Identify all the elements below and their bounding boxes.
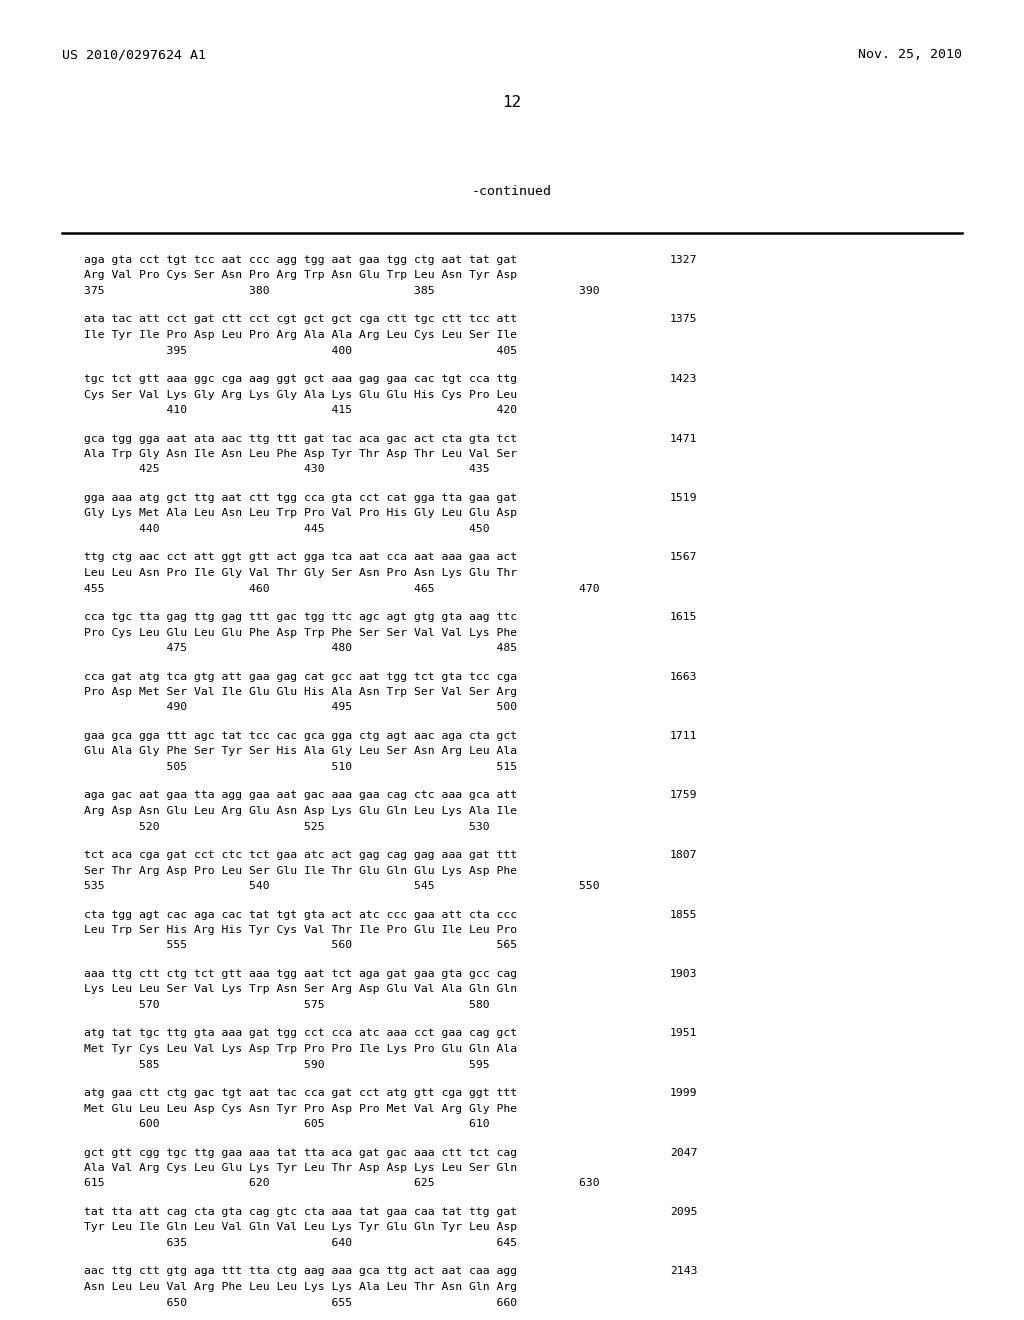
Text: Ala Val Arg Cys Leu Glu Lys Tyr Leu Thr Asp Asp Lys Leu Ser Gln: Ala Val Arg Cys Leu Glu Lys Tyr Leu Thr …	[84, 1163, 517, 1173]
Text: Glu Ala Gly Phe Ser Tyr Ser His Ala Gly Leu Ser Asn Arg Leu Ala: Glu Ala Gly Phe Ser Tyr Ser His Ala Gly …	[84, 747, 517, 756]
Text: Pro Asp Met Ser Val Ile Glu Glu His Ala Asn Trp Ser Val Ser Arg: Pro Asp Met Ser Val Ile Glu Glu His Ala …	[84, 686, 517, 697]
Text: 410                     415                     420: 410 415 420	[84, 405, 517, 414]
Text: 490                     495                     500: 490 495 500	[84, 702, 517, 713]
Text: Met Tyr Cys Leu Val Lys Asp Trp Pro Pro Ile Lys Pro Glu Gln Ala: Met Tyr Cys Leu Val Lys Asp Trp Pro Pro …	[84, 1044, 517, 1053]
Text: 615                     620                     625                     630: 615 620 625 630	[84, 1179, 600, 1188]
Text: 585                     590                     595: 585 590 595	[84, 1060, 489, 1069]
Text: 1711: 1711	[670, 731, 697, 741]
Text: 650                     655                     660: 650 655 660	[84, 1298, 517, 1308]
Text: 1375: 1375	[670, 314, 697, 325]
Text: Arg Asp Asn Glu Leu Arg Glu Asn Asp Lys Glu Gln Leu Lys Ala Ile: Arg Asp Asn Glu Leu Arg Glu Asn Asp Lys …	[84, 807, 517, 816]
Text: 2047: 2047	[670, 1147, 697, 1158]
Text: 600                     605                     610: 600 605 610	[84, 1119, 489, 1129]
Text: gga aaa atg gct ttg aat ctt tgg cca gta cct cat gga tta gaa gat: gga aaa atg gct ttg aat ctt tgg cca gta …	[84, 492, 517, 503]
Text: 1903: 1903	[670, 969, 697, 979]
Text: aac ttg ctt gtg aga ttt tta ctg aag aaa gca ttg act aat caa agg: aac ttg ctt gtg aga ttt tta ctg aag aaa …	[84, 1266, 517, 1276]
Text: 1519: 1519	[670, 492, 697, 503]
Text: 1567: 1567	[670, 553, 697, 562]
Text: Ser Thr Arg Asp Pro Leu Ser Glu Ile Thr Glu Gln Glu Lys Asp Phe: Ser Thr Arg Asp Pro Leu Ser Glu Ile Thr …	[84, 866, 517, 875]
Text: Cys Ser Val Lys Gly Arg Lys Gly Ala Lys Glu Glu His Cys Pro Leu: Cys Ser Val Lys Gly Arg Lys Gly Ala Lys …	[84, 389, 517, 400]
Text: 2095: 2095	[670, 1206, 697, 1217]
Text: tct aca cga gat cct ctc tct gaa atc act gag cag gag aaa gat ttt: tct aca cga gat cct ctc tct gaa atc act …	[84, 850, 517, 861]
Text: 1615: 1615	[670, 612, 697, 622]
Text: Nov. 25, 2010: Nov. 25, 2010	[858, 48, 962, 61]
Text: atg tat tgc ttg gta aaa gat tgg cct cca atc aaa cct gaa cag gct: atg tat tgc ttg gta aaa gat tgg cct cca …	[84, 1028, 517, 1039]
Text: cta tgg agt cac aga cac tat tgt gta act atc ccc gaa att cta ccc: cta tgg agt cac aga cac tat tgt gta act …	[84, 909, 517, 920]
Text: 455                     460                     465                     470: 455 460 465 470	[84, 583, 600, 594]
Text: 2143: 2143	[670, 1266, 697, 1276]
Text: Leu Leu Asn Pro Ile Gly Val Thr Gly Ser Asn Pro Asn Lys Glu Thr: Leu Leu Asn Pro Ile Gly Val Thr Gly Ser …	[84, 568, 517, 578]
Text: 1807: 1807	[670, 850, 697, 861]
Text: Asn Leu Leu Val Arg Phe Leu Leu Lys Lys Ala Leu Thr Asn Gln Arg: Asn Leu Leu Val Arg Phe Leu Leu Lys Lys …	[84, 1282, 517, 1292]
Text: 520                     525                     530: 520 525 530	[84, 821, 489, 832]
Text: tgc tct gtt aaa ggc cga aag ggt gct aaa gag gaa cac tgt cca ttg: tgc tct gtt aaa ggc cga aag ggt gct aaa …	[84, 374, 517, 384]
Text: gca tgg gga aat ata aac ttg ttt gat tac aca gac act cta gta tct: gca tgg gga aat ata aac ttg ttt gat tac …	[84, 433, 517, 444]
Text: gaa gca gga ttt agc tat tcc cac gca gga ctg agt aac aga cta gct: gaa gca gga ttt agc tat tcc cac gca gga …	[84, 731, 517, 741]
Text: 425                     430                     435: 425 430 435	[84, 465, 489, 474]
Text: 570                     575                     580: 570 575 580	[84, 1001, 489, 1010]
Text: Leu Trp Ser His Arg His Tyr Cys Val Thr Ile Pro Glu Ile Leu Pro: Leu Trp Ser His Arg His Tyr Cys Val Thr …	[84, 925, 517, 935]
Text: 535                     540                     545                     550: 535 540 545 550	[84, 880, 600, 891]
Text: Tyr Leu Ile Gln Leu Val Gln Val Leu Lys Tyr Glu Gln Tyr Leu Asp: Tyr Leu Ile Gln Leu Val Gln Val Leu Lys …	[84, 1222, 517, 1233]
Text: Ile Tyr Ile Pro Asp Leu Pro Arg Ala Ala Arg Leu Cys Leu Ser Ile: Ile Tyr Ile Pro Asp Leu Pro Arg Ala Ala …	[84, 330, 517, 341]
Text: ttg ctg aac cct att ggt gtt act gga tca aat cca aat aaa gaa act: ttg ctg aac cct att ggt gtt act gga tca …	[84, 553, 517, 562]
Text: 375                     380                     385                     390: 375 380 385 390	[84, 286, 600, 296]
Text: gct gtt cgg tgc ttg gaa aaa tat tta aca gat gac aaa ctt tct cag: gct gtt cgg tgc ttg gaa aaa tat tta aca …	[84, 1147, 517, 1158]
Text: tat tta att cag cta gta cag gtc cta aaa tat gaa caa tat ttg gat: tat tta att cag cta gta cag gtc cta aaa …	[84, 1206, 517, 1217]
Text: 505                     510                     515: 505 510 515	[84, 762, 517, 772]
Text: 1855: 1855	[670, 909, 697, 920]
Text: 1327: 1327	[670, 255, 697, 265]
Text: atg gaa ctt ctg gac tgt aat tac cca gat cct atg gtt cga ggt ttt: atg gaa ctt ctg gac tgt aat tac cca gat …	[84, 1088, 517, 1098]
Text: 440                     445                     450: 440 445 450	[84, 524, 489, 535]
Text: aga gta cct tgt tcc aat ccc agg tgg aat gaa tgg ctg aat tat gat: aga gta cct tgt tcc aat ccc agg tgg aat …	[84, 255, 517, 265]
Text: US 2010/0297624 A1: US 2010/0297624 A1	[62, 48, 206, 61]
Text: 555                     560                     565: 555 560 565	[84, 940, 517, 950]
Text: 635                     640                     645: 635 640 645	[84, 1238, 517, 1247]
Text: 12: 12	[503, 95, 521, 110]
Text: aaa ttg ctt ctg tct gtt aaa tgg aat tct aga gat gaa gta gcc cag: aaa ttg ctt ctg tct gtt aaa tgg aat tct …	[84, 969, 517, 979]
Text: -continued: -continued	[472, 185, 552, 198]
Text: cca gat atg tca gtg att gaa gag cat gcc aat tgg tct gta tcc cga: cca gat atg tca gtg att gaa gag cat gcc …	[84, 672, 517, 681]
Text: 1471: 1471	[670, 433, 697, 444]
Text: 1999: 1999	[670, 1088, 697, 1098]
Text: Pro Cys Leu Glu Leu Glu Phe Asp Trp Phe Ser Ser Val Val Lys Phe: Pro Cys Leu Glu Leu Glu Phe Asp Trp Phe …	[84, 627, 517, 638]
Text: 475                     480                     485: 475 480 485	[84, 643, 517, 653]
Text: Ala Trp Gly Asn Ile Asn Leu Phe Asp Tyr Thr Asp Thr Leu Val Ser: Ala Trp Gly Asn Ile Asn Leu Phe Asp Tyr …	[84, 449, 517, 459]
Text: Lys Leu Leu Ser Val Lys Trp Asn Ser Arg Asp Glu Val Ala Gln Gln: Lys Leu Leu Ser Val Lys Trp Asn Ser Arg …	[84, 985, 517, 994]
Text: Met Glu Leu Leu Asp Cys Asn Tyr Pro Asp Pro Met Val Arg Gly Phe: Met Glu Leu Leu Asp Cys Asn Tyr Pro Asp …	[84, 1104, 517, 1114]
Text: 1951: 1951	[670, 1028, 697, 1039]
Text: 1759: 1759	[670, 791, 697, 800]
Text: Gly Lys Met Ala Leu Asn Leu Trp Pro Val Pro His Gly Leu Glu Asp: Gly Lys Met Ala Leu Asn Leu Trp Pro Val …	[84, 508, 517, 519]
Text: Arg Val Pro Cys Ser Asn Pro Arg Trp Asn Glu Trp Leu Asn Tyr Asp: Arg Val Pro Cys Ser Asn Pro Arg Trp Asn …	[84, 271, 517, 281]
Text: cca tgc tta gag ttg gag ttt gac tgg ttc agc agt gtg gta aag ttc: cca tgc tta gag ttg gag ttt gac tgg ttc …	[84, 612, 517, 622]
Text: 1423: 1423	[670, 374, 697, 384]
Text: aga gac aat gaa tta agg gaa aat gac aaa gaa cag ctc aaa gca att: aga gac aat gaa tta agg gaa aat gac aaa …	[84, 791, 517, 800]
Text: ata tac att cct gat ctt cct cgt gct gct cga ctt tgc ctt tcc att: ata tac att cct gat ctt cct cgt gct gct …	[84, 314, 517, 325]
Text: 395                     400                     405: 395 400 405	[84, 346, 517, 355]
Text: 1663: 1663	[670, 672, 697, 681]
